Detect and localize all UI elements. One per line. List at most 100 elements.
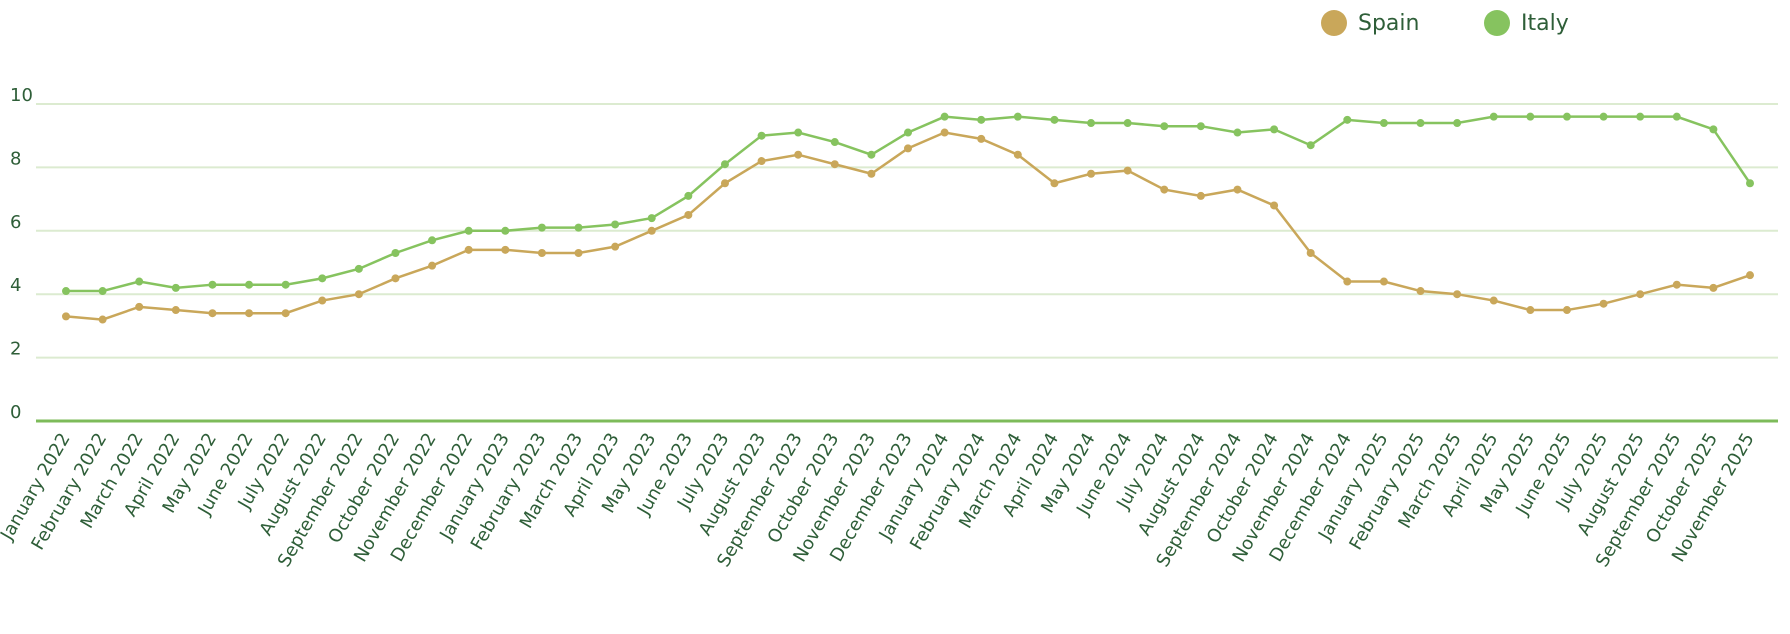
data-point [1636,290,1645,299]
data-point [1123,119,1132,128]
data-point [794,150,803,159]
data-point [1379,119,1388,128]
data-point [135,277,144,286]
data-point [904,128,912,137]
data-point [537,223,546,232]
data-point [1306,141,1315,150]
data-point [464,226,473,235]
data-point [1196,191,1205,200]
data-point [1233,128,1242,137]
data-point [1562,306,1571,315]
data-point [647,214,656,223]
data-point [611,220,620,229]
data-point [940,128,949,137]
legend-label: Italy [1521,11,1569,36]
data-point [464,245,473,254]
data-point [1270,125,1279,134]
data-point [904,144,912,153]
data-point [1013,150,1022,159]
data-point [720,160,729,169]
data-point [354,290,363,299]
data-point [391,248,400,257]
series-line [66,115,1752,293]
data-point [757,157,766,166]
data-point [1416,119,1425,128]
data-point [867,169,876,178]
data-point [1489,296,1498,305]
data-point [354,264,363,273]
data-point [1343,277,1352,286]
data-point [794,128,803,137]
data-point [1050,115,1059,124]
data-point [537,248,546,257]
y-tick-label: 8 [10,148,21,169]
data-point [574,223,583,232]
data-point [1562,112,1571,121]
data-point [830,138,839,147]
data-point [867,150,876,159]
series-line [65,131,1751,321]
data-point [1636,112,1645,121]
data-point [391,274,400,283]
legend-marker [1321,10,1347,36]
data-point [135,302,144,311]
data-point [684,191,693,200]
data-point [428,236,437,245]
data-point [720,179,729,188]
legend-marker [1484,10,1510,36]
data-point [501,245,510,254]
data-point [1453,290,1462,299]
y-tick-label: 0 [10,402,21,423]
data-point [1746,271,1754,280]
data-point [1416,287,1425,296]
data-point [1160,185,1169,194]
data-point [1746,179,1754,188]
y-tick-label: 4 [10,275,21,296]
data-point [171,283,180,292]
data-point [940,112,949,121]
data-point [1087,119,1096,128]
data-point [757,131,766,140]
data-point [1087,169,1096,178]
data-point [98,287,107,296]
data-point [611,242,620,251]
data-point [1599,299,1608,308]
data-point [1526,306,1535,315]
data-point [1050,179,1059,188]
data-point [574,248,583,257]
data-point [98,315,107,324]
data-point [208,309,217,318]
data-point [830,160,839,169]
data-point [428,261,437,270]
data-point [1233,185,1242,194]
y-tick-label: 2 [10,339,21,360]
data-point [684,210,693,219]
data-point [1013,112,1022,121]
data-point [62,287,70,296]
data-point [281,280,290,289]
data-point [1599,112,1608,121]
y-tick-label: 10 [10,85,33,106]
data-point [1709,125,1718,134]
data-point [977,134,986,143]
data-point [1343,115,1352,124]
data-point [1270,201,1279,210]
y-tick-label: 6 [10,212,21,233]
data-point [1709,283,1718,292]
data-point [647,226,656,235]
data-point [208,280,217,289]
data-point [1196,122,1205,131]
data-point [281,309,290,318]
data-point [1123,166,1132,175]
data-point [245,309,254,318]
data-point [1672,280,1681,289]
data-point [1526,112,1535,121]
data-point [1306,248,1315,257]
data-point [1379,277,1388,286]
data-point [318,274,327,283]
data-point [171,306,180,315]
data-point [1453,119,1462,128]
data-point [501,226,510,235]
data-point [245,280,254,289]
